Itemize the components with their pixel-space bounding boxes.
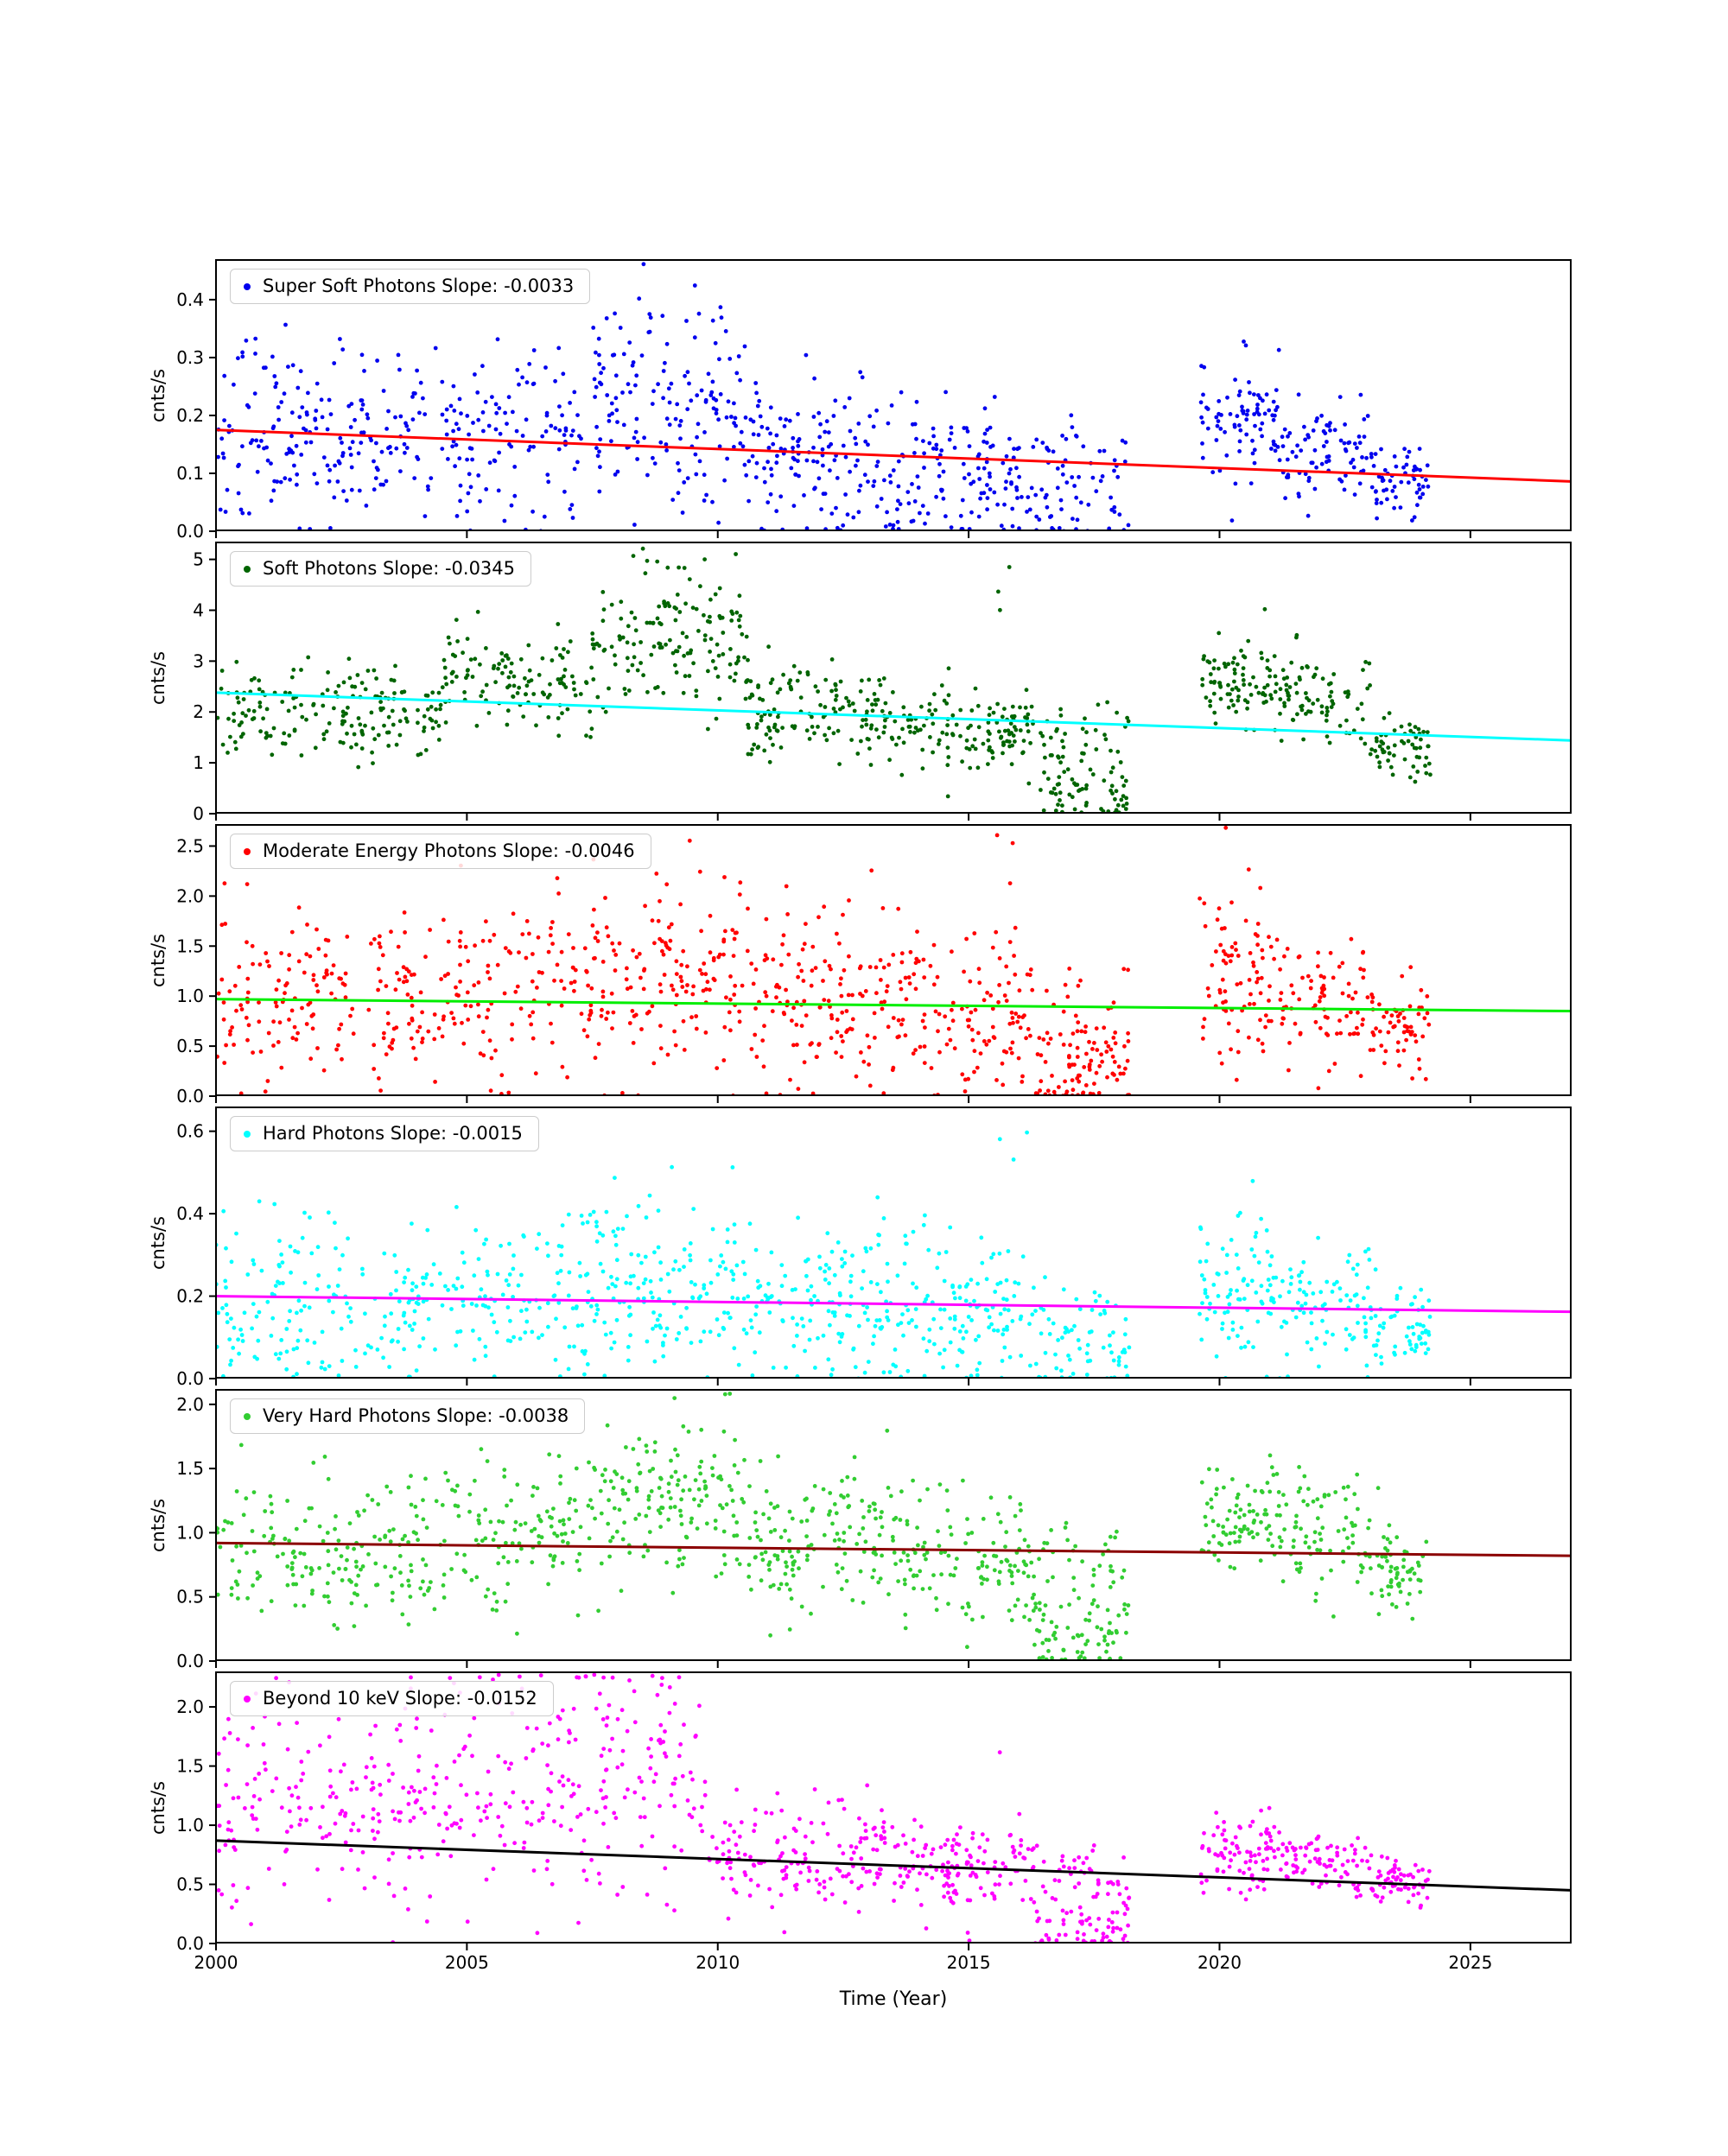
legend-label: Very Hard Photons Slope: -0.0038 bbox=[263, 1405, 569, 1426]
legend-label: Soft Photons Slope: -0.0345 bbox=[263, 558, 516, 579]
legend: Super Soft Photons Slope: -0.0033 bbox=[230, 269, 591, 305]
trend-line bbox=[216, 1295, 1571, 1314]
x-tick-label: 2000 bbox=[194, 1952, 238, 1973]
legend-label: Beyond 10 keV Slope: -0.0152 bbox=[263, 1688, 537, 1709]
legend: Hard Photons Slope: -0.0015 bbox=[230, 1116, 539, 1152]
y-tick-label: 0.0 bbox=[176, 1933, 204, 1954]
legend-marker-dot bbox=[244, 1412, 251, 1420]
panel-super-soft-photons: 0.0 0.1 0.2 0.3 0.4 cnts/s Super Soft Photon… bbox=[0, 259, 1728, 542]
trend-line bbox=[216, 691, 1571, 742]
trend-line bbox=[216, 1541, 1571, 1557]
trend-line bbox=[216, 998, 1571, 1013]
y-tick-label: 2.0 bbox=[176, 1696, 204, 1717]
scatter-plot-super-soft: 0.0 0.1 0.2 0.3 0.4 bbox=[176, 259, 1572, 542]
y-axis-label: cnts/s bbox=[148, 1215, 168, 1271]
panel-moderate-energy-photons: 0.0 0.5 1.0 1.5 2.0 2.5 cnts/s Moderate Energ… bbox=[0, 824, 1728, 1107]
scatter-points bbox=[216, 1672, 1432, 1944]
panel-beyond-10-kev: 0.0 0.5 1.0 1.5 2.0 cnts/s Beyond 10 keV Slo… bbox=[0, 1671, 1728, 1954]
y-tick-label: 1 bbox=[193, 752, 204, 773]
y-tick-label: 2.0 bbox=[176, 1394, 204, 1415]
y-tick-label: 0.5 bbox=[176, 1036, 204, 1056]
scatter-plot-very-hard: 0.0 0.5 1.0 1.5 2.0 bbox=[176, 1389, 1572, 1671]
legend: Soft Photons Slope: -0.0345 bbox=[230, 551, 532, 587]
legend-marker-dot bbox=[244, 847, 251, 855]
scatter-points bbox=[216, 1392, 1429, 1661]
scatter-plot-hard: 0.0 0.2 0.4 0.6 bbox=[176, 1107, 1572, 1389]
y-tick-label: 1.5 bbox=[176, 935, 204, 956]
legend-marker-dot bbox=[244, 1695, 251, 1703]
legend: Beyond 10 keV Slope: -0.0152 bbox=[230, 1681, 554, 1717]
x-axis-title: Time (Year) bbox=[839, 1988, 948, 2010]
y-tick-label: 2.5 bbox=[176, 835, 204, 856]
y-tick-label: 0 bbox=[193, 803, 204, 824]
y-tick-label: 1.5 bbox=[176, 1458, 204, 1479]
y-tick-label: 0.6 bbox=[176, 1121, 204, 1142]
scatter-points bbox=[216, 546, 1433, 814]
y-tick-label: 0.2 bbox=[176, 1286, 204, 1307]
legend-label: Moderate Energy Photons Slope: -0.0046 bbox=[263, 840, 635, 861]
x-tick-label: 2025 bbox=[1448, 1952, 1493, 1973]
y-tick-label: 2.0 bbox=[176, 885, 204, 906]
y-axis-label: cnts/s bbox=[148, 650, 168, 706]
y-tick-label: 1.5 bbox=[176, 1756, 204, 1777]
x-tick-label: 2010 bbox=[696, 1952, 740, 1973]
y-tick-label: 1.0 bbox=[176, 986, 204, 1006]
x-tick-label: 2020 bbox=[1198, 1952, 1242, 1973]
legend-marker-dot bbox=[244, 565, 251, 573]
y-tick-label: 0.0 bbox=[176, 1368, 204, 1389]
panel-hard-photons: 0.0 0.2 0.4 0.6 cnts/s Hard Photons Slope: … bbox=[0, 1107, 1728, 1389]
y-axis-label: cnts/s bbox=[148, 1498, 168, 1553]
legend-label: Super Soft Photons Slope: -0.0033 bbox=[263, 276, 575, 296]
y-tick-label: 0.5 bbox=[176, 1874, 204, 1895]
y-tick-label: 0.1 bbox=[176, 463, 204, 484]
legend: Moderate Energy Photons Slope: -0.0046 bbox=[230, 834, 651, 870]
y-tick-label: 1.0 bbox=[176, 1522, 204, 1543]
scatter-points bbox=[216, 262, 1431, 531]
scatter-points bbox=[216, 1130, 1433, 1379]
trend-line bbox=[216, 428, 1571, 483]
scatter-plot-beyond-10-kev: 0.0 0.5 1.0 1.5 2.0 bbox=[176, 1671, 1572, 1954]
y-tick-label: 0.2 bbox=[176, 405, 204, 426]
y-tick-label: 0.5 bbox=[176, 1587, 204, 1607]
y-tick-label: 0.0 bbox=[176, 521, 204, 542]
y-tick-label: 5 bbox=[193, 549, 204, 570]
y-tick-label: 0.0 bbox=[176, 1086, 204, 1107]
y-axis-label: cnts/s bbox=[148, 368, 168, 423]
y-axis-label: cnts/s bbox=[148, 1780, 168, 1836]
y-tick-label: 0.3 bbox=[176, 347, 204, 368]
trend-line bbox=[216, 1839, 1571, 1892]
panel-soft-photons: 0 1 2 3 4 5 cnts/s Soft Photons Slope: -0.034… bbox=[0, 542, 1728, 824]
y-tick-label: 4 bbox=[193, 599, 204, 620]
x-tick-label: 2015 bbox=[946, 1952, 991, 1973]
y-tick-label: 1.0 bbox=[176, 1815, 204, 1836]
y-axis-label: cnts/s bbox=[148, 933, 168, 988]
y-tick-label: 0.4 bbox=[176, 1203, 204, 1224]
y-tick-label: 0.4 bbox=[176, 289, 204, 310]
y-tick-label: 0.0 bbox=[176, 1651, 204, 1671]
scatter-plot-soft: 0 1 2 3 4 5 bbox=[193, 542, 1572, 824]
panel-very-hard-photons: 0.0 0.5 1.0 1.5 2.0 cnts/s Very Hard Photons… bbox=[0, 1389, 1728, 1671]
legend: Very Hard Photons Slope: -0.0038 bbox=[230, 1398, 586, 1435]
legend-marker-dot bbox=[244, 1130, 251, 1138]
y-tick-label: 3 bbox=[193, 650, 204, 671]
scatter-plot-moderate-energy: 0.0 0.5 1.0 1.5 2.0 2.5 bbox=[176, 824, 1572, 1107]
x-tick-label: 2005 bbox=[444, 1952, 489, 1973]
legend-label: Hard Photons Slope: -0.0015 bbox=[263, 1123, 523, 1144]
y-tick-label: 2 bbox=[193, 701, 204, 722]
legend-marker-dot bbox=[244, 282, 251, 290]
